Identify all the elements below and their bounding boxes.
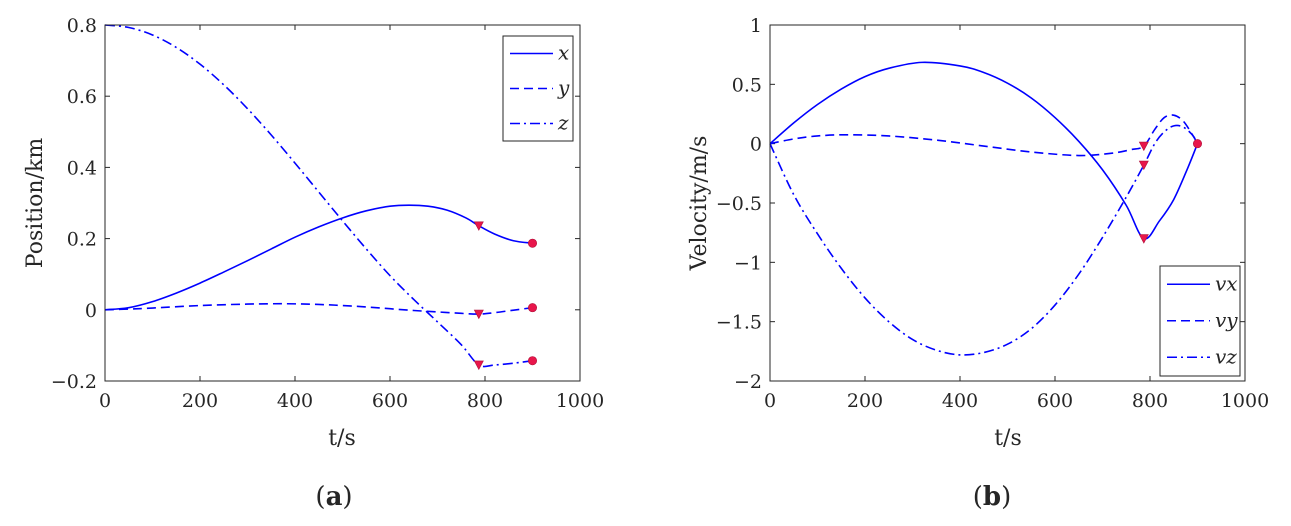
panel-a-series-z-line	[104, 24, 533, 368]
panel-b-xtick-label: 600	[1037, 390, 1073, 412]
panel-a-xtick-label: 800	[467, 390, 503, 412]
panel-b-xlabel: t/s	[994, 426, 1022, 451]
panel-a-series	[104, 24, 533, 368]
panel-a-marker-triangle	[473, 309, 484, 320]
panel-a-plot-frame	[104, 24, 581, 382]
panel-b-legend-label-vx: vx	[1215, 271, 1238, 295]
panel-a-marker-circle	[527, 356, 537, 366]
panel-a-xtick-label: 200	[182, 390, 218, 412]
panel-b: 0 200 400 600 800 1000 −2 −1.5 −1 −0.5 0 0.5 1 t/s V…	[687, 15, 1269, 512]
panel-b-marker-triangle	[1138, 234, 1149, 244]
panel-b-ytick-label: 0.5	[732, 74, 762, 96]
panel-a-legend-label-y: y	[557, 76, 570, 100]
panel-b-marker-triangle	[1138, 160, 1149, 171]
panel-a-legend-label-z: z	[557, 111, 569, 135]
panel-b-xtick-label: 0	[764, 390, 776, 412]
panel-a-ticks: 0 200 400 600 800 1000−0.200.20.40.60.8	[51, 15, 604, 412]
panel-a-marker-circle	[527, 238, 537, 248]
panel-a-xtick-label: 0	[99, 390, 111, 412]
panel-b-ytick-label: −1.5	[716, 312, 762, 334]
panel-a-series-x-line	[104, 204, 533, 311]
panel-a: 0 200 400 600 800 1000−0.200.20.40.60.8 t/s P…	[23, 15, 604, 512]
panel-a-xtick-label: 600	[372, 390, 408, 412]
panel-b-ytick-label: 1	[750, 15, 762, 37]
panel-b-ytick-label: −0.5	[716, 193, 762, 215]
panel-b-xtick-label: 800	[1132, 390, 1168, 412]
panel-b-marker-circle	[1193, 139, 1203, 149]
panel-b-series-vx-line	[769, 61, 1199, 240]
panel-a-markers	[473, 221, 537, 371]
panel-b-marker-triangle	[1138, 141, 1149, 152]
panel-a-marker-triangle	[473, 221, 484, 231]
panel-b-xtick-label: 200	[847, 390, 883, 412]
panel-b-ytick-label: −2	[734, 371, 762, 393]
panel-a-legend: xyz	[502, 35, 574, 142]
panel-b-series	[769, 61, 1199, 356]
panel-b-series-vz-line	[769, 124, 1199, 356]
panel-a-ytick-label: 0	[85, 300, 97, 322]
panel-b-legend-label-vy: vy	[1215, 308, 1238, 332]
panel-a-xlabel: t/s	[328, 426, 356, 451]
panel-a-xtick-label: 1000	[556, 390, 604, 412]
panel-b-ytick-label: 0	[750, 134, 762, 156]
panel-b-caption: (b)	[973, 482, 1012, 512]
panel-a-xtick-label: 400	[277, 390, 313, 412]
panel-b-ytick-label: −1	[734, 252, 762, 274]
panel-a-ytick-label: 0.4	[67, 157, 97, 179]
panel-a-ylabel: Position/km	[23, 138, 48, 269]
panel-b-ylabel: Velocity/m/s	[687, 136, 712, 272]
panel-b-legend-label-vz: vz	[1215, 344, 1237, 368]
panel-a-ytick-label: 0.6	[67, 86, 97, 108]
panel-a-series-y-line	[104, 302, 533, 315]
panel-b-series-vy-line	[769, 114, 1199, 157]
panel-b-xtick-label: 1000	[1221, 390, 1269, 412]
panel-b-plot-frame	[769, 24, 1246, 382]
panel-a-caption: (a)	[315, 482, 352, 512]
panel-a-legend-label-x: x	[558, 41, 569, 65]
panel-a-marker-circle	[527, 303, 537, 313]
panel-b-ticks: 0 200 400 600 800 1000 −2 −1.5 −1 −0.5 0 0.5 1	[716, 15, 1269, 412]
panel-a-ytick-label: −0.2	[51, 371, 97, 393]
panel-b-markers	[1138, 139, 1203, 244]
panel-b-xtick-label: 400	[942, 390, 978, 412]
panel-a-ytick-label: 0.8	[67, 15, 97, 37]
panel-a-ytick-label: 0.2	[67, 229, 97, 251]
panel-a-marker-triangle	[473, 360, 484, 371]
panel-b-legend: vx vy vz	[1159, 265, 1241, 377]
